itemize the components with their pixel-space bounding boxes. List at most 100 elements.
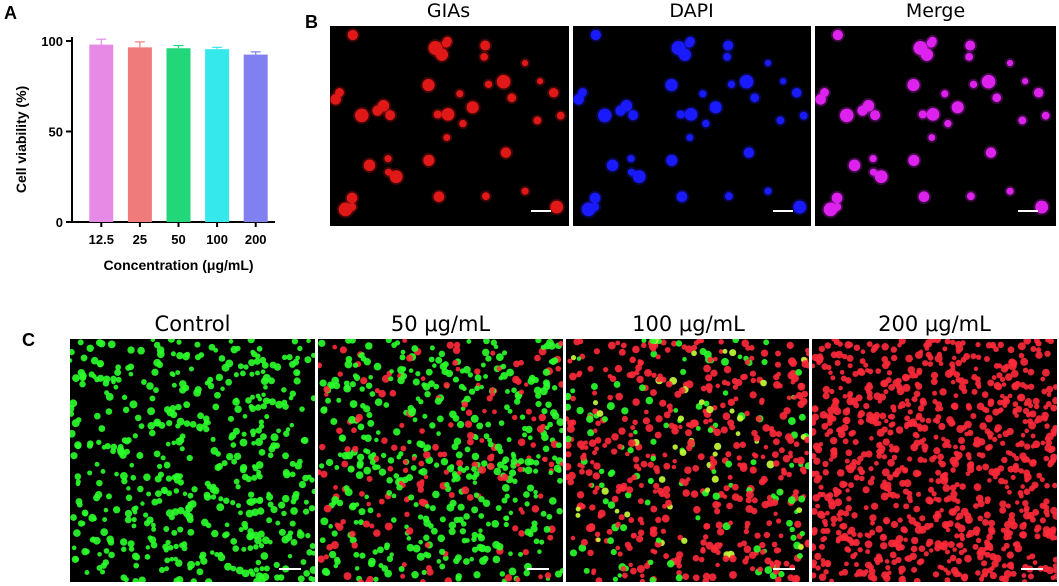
bar	[243, 54, 268, 223]
cell	[793, 200, 807, 214]
cell	[347, 29, 358, 41]
cell	[791, 87, 802, 98]
cell	[548, 87, 559, 98]
cell	[1006, 59, 1014, 67]
x-tick-label: 200	[245, 232, 267, 247]
scale-bar	[1018, 210, 1038, 212]
cell	[589, 192, 601, 204]
micrograph-dapi	[573, 26, 811, 226]
title-100: 100 μg/mL	[632, 312, 745, 336]
scale-bar	[1021, 568, 1043, 570]
cell	[484, 80, 493, 89]
cell	[928, 134, 936, 142]
cell	[684, 38, 694, 48]
cell	[627, 168, 635, 176]
cell	[480, 40, 491, 51]
cell	[981, 74, 996, 89]
cell	[389, 170, 403, 184]
panel-c-label: C	[22, 330, 35, 350]
cell	[684, 108, 698, 121]
cell	[926, 38, 936, 48]
micrograph-gias	[330, 26, 569, 226]
cell	[833, 203, 842, 211]
cell	[965, 52, 974, 61]
cell	[1035, 200, 1049, 214]
title-control: Control	[154, 312, 231, 336]
y-axis-title: Cell viability (%)	[13, 86, 29, 193]
cell	[724, 192, 733, 201]
bar	[89, 44, 114, 223]
cell	[951, 101, 964, 114]
cell	[874, 170, 888, 184]
cell	[750, 93, 760, 103]
cell	[620, 100, 633, 112]
cell	[459, 119, 467, 128]
cell	[869, 168, 877, 176]
cell	[848, 159, 861, 172]
cell	[799, 111, 808, 120]
cell	[573, 94, 584, 105]
cell	[831, 192, 843, 204]
x-tick-label: 12.5	[89, 232, 114, 247]
cell	[743, 147, 755, 158]
cell	[920, 48, 934, 61]
bar	[166, 48, 191, 222]
cell	[533, 116, 542, 125]
live-dead-200	[812, 339, 1057, 582]
x-tick-label: 50	[171, 232, 185, 247]
cell	[363, 159, 376, 172]
cell	[666, 154, 678, 166]
scale-bar	[773, 568, 795, 570]
cell	[481, 192, 490, 201]
cell	[776, 116, 785, 125]
cell	[597, 108, 612, 123]
cell	[815, 94, 826, 105]
cell	[969, 80, 978, 89]
viability-bar-chart: 0 50 100 12.5 25 50 100 200 Concentration (μg/mL…	[13, 34, 275, 273]
cell	[346, 192, 358, 204]
cell	[441, 38, 451, 48]
cell	[941, 90, 949, 98]
live-dead-50	[318, 339, 563, 582]
cell	[918, 191, 930, 203]
live-dead-control	[70, 339, 315, 582]
cell	[385, 110, 396, 121]
title-200: 200 μg/mL	[878, 312, 991, 336]
cell	[764, 59, 772, 67]
cell	[507, 93, 517, 103]
scale-bar	[773, 210, 793, 212]
cell	[686, 134, 694, 142]
cell	[480, 52, 489, 61]
cell	[521, 187, 529, 195]
cell	[1041, 111, 1050, 120]
cell	[606, 159, 619, 172]
cell	[780, 78, 787, 85]
x-tick-label: 100	[206, 232, 228, 247]
cell	[699, 90, 707, 98]
cell	[739, 74, 754, 89]
cell	[1033, 87, 1044, 98]
cell	[590, 29, 601, 41]
cell	[926, 108, 940, 121]
cell	[764, 187, 772, 195]
cell	[537, 78, 544, 85]
live-dead-100	[566, 339, 809, 582]
cell	[435, 48, 449, 61]
cell	[665, 78, 678, 92]
cell	[384, 155, 392, 163]
cell	[839, 108, 854, 123]
cell	[433, 191, 445, 203]
cell	[702, 119, 710, 128]
cell	[550, 200, 564, 214]
title-dapi: DAPI	[669, 0, 714, 22]
cell	[377, 100, 390, 112]
cell	[384, 168, 392, 176]
cell	[1006, 187, 1014, 195]
y-tick-label: 50	[49, 125, 63, 140]
cell	[443, 134, 451, 142]
bar	[205, 49, 230, 222]
cell	[466, 101, 479, 114]
cell	[354, 108, 369, 123]
cell	[556, 111, 565, 120]
panel-b-label: B	[305, 12, 318, 32]
